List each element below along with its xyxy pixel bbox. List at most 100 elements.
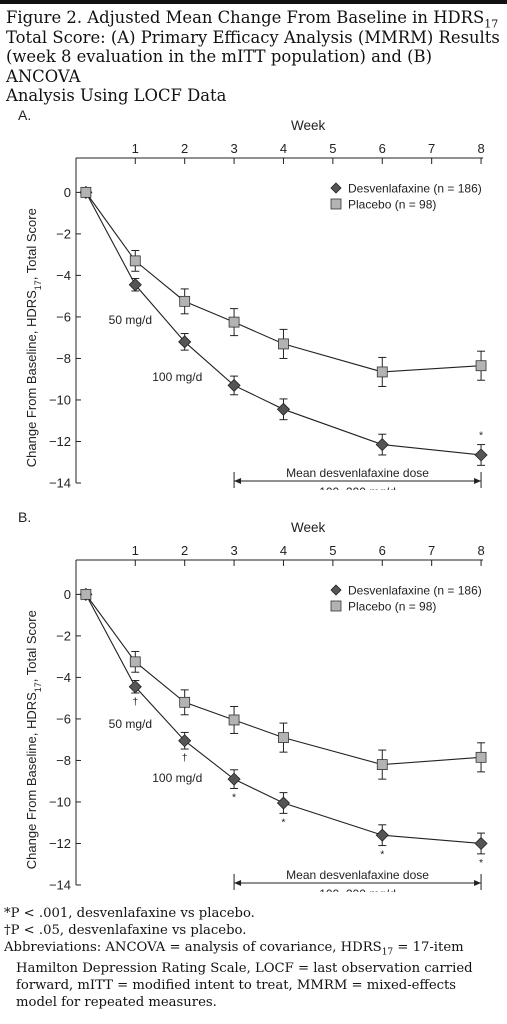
data-point-diamond [276, 796, 291, 810]
dose-annotation: 100 mg/d [152, 771, 202, 785]
data-point-diamond [128, 680, 142, 694]
x-tick-label: 2 [181, 141, 188, 156]
data-point-diamond [227, 772, 241, 786]
legend-label: Desvenlafaxine (n = 186) [348, 182, 482, 196]
y-tick-label: −10 [49, 794, 71, 809]
legend-marker-diamond [330, 182, 342, 194]
y-tick-label: −8 [56, 753, 71, 768]
dose-annotation: 100 mg/d [152, 370, 202, 384]
data-point-square [376, 759, 388, 771]
data-point-diamond [128, 278, 142, 292]
y-tick-label: −2 [56, 226, 71, 241]
bracket-label-2: 100–200 mg/d [319, 887, 396, 892]
data-point-square [129, 656, 141, 668]
significance-asterisk: * [232, 791, 236, 803]
title-line-4: Analysis Using LOCF Data [6, 86, 227, 105]
title-line-2: Total Score: (A) Primary Efficacy Analys… [6, 27, 500, 47]
bracket-label-1: Mean desvenlafaxine dose [286, 466, 429, 480]
y-tick-label: 0 [64, 185, 71, 200]
bracket-label-2: 100–200 mg/d [319, 485, 396, 490]
data-point-square [179, 696, 191, 708]
significance-asterisk: * [281, 816, 285, 828]
data-point-square [179, 295, 191, 307]
data-point-square [278, 732, 289, 744]
legend-marker-diamond [330, 584, 342, 596]
footnote-abbreviations-line-3: forward, mITT = modified intent to treat… [16, 977, 457, 993]
abbr-text-a: Abbreviations: ANCOVA = analysis of cova… [4, 939, 382, 955]
bracket-arrow-left [234, 478, 242, 484]
x-tick-label: 6 [379, 141, 386, 156]
significance-dagger: † [182, 752, 188, 764]
x-tick-label: 7 [428, 141, 435, 156]
x-tick-label: 8 [477, 141, 484, 156]
y-tick-label: −2 [56, 628, 71, 643]
title-line-3: (week 8 evaluation in the mITT populatio… [6, 47, 432, 86]
data-point-diamond [474, 836, 488, 851]
data-point-square [475, 360, 487, 372]
dose-annotation: 50 mg/d [109, 313, 152, 327]
legend-marker-square [330, 198, 342, 210]
y-axis-title: Change From Baseline, HDRS17, Total Scor… [24, 610, 43, 869]
y-tick-label: 0 [64, 587, 71, 602]
data-point-diamond [178, 335, 192, 349]
y-tick-label: −14 [49, 476, 71, 491]
top-rule [0, 0, 507, 4]
footnotes: *P < .001, desvenlafaxine vs placebo. †P… [4, 906, 504, 1011]
significance-asterisk: * [479, 430, 483, 442]
x-axis-title: Week [291, 520, 326, 535]
data-point-square [80, 588, 92, 600]
x-tick-label: 7 [428, 543, 435, 558]
y-axis-title: Change From Baseline, HDRS17, Total Scor… [24, 208, 43, 467]
title-line-1: Figure 2. Adjusted Mean Change From Base… [6, 8, 485, 27]
x-tick-label: 3 [230, 543, 237, 558]
bracket-arrow-left [234, 880, 242, 886]
legend-label: Placebo (n = 98) [348, 198, 436, 212]
data-point-square [80, 186, 92, 198]
x-tick-label: 8 [477, 543, 484, 558]
data-point-diamond [375, 828, 389, 842]
x-tick-label: 2 [181, 543, 188, 558]
data-point-diamond [178, 734, 192, 748]
data-point-diamond [474, 448, 488, 462]
footnote-abbreviations-line-1: Abbreviations: ANCOVA = analysis of cova… [4, 940, 504, 961]
legend-marker-square [330, 600, 342, 612]
footnote-significance-2: †P < .05, desvenlafaxine vs placebo. [4, 922, 247, 938]
y-tick-label: −6 [56, 711, 71, 726]
legend-label: Desvenlafaxine (n = 186) [348, 584, 482, 598]
data-point-diamond [375, 438, 389, 452]
chart-panel-b: B. Week 1 2 3 4 5 6 7 8 0 −2 −4 −6 −8 −10 −12 −14 Change F… [18, 509, 488, 892]
data-point-square [278, 338, 289, 350]
bracket-arrow-right [474, 478, 482, 484]
x-tick-label: 1 [132, 543, 139, 558]
data-point-diamond [227, 378, 241, 393]
bracket-arrow-right [474, 880, 482, 886]
y-tick-label: −8 [56, 351, 71, 366]
chart-panel-a: A. Week 1 2 3 4 5 6 7 8 0 −2 −4 −6 −8 −10 −12 −14 Change F… [18, 107, 488, 491]
panel-label: B. [18, 509, 31, 525]
abbr-subscript: 17 [381, 947, 394, 958]
y-tick-label: −4 [56, 268, 71, 283]
data-point-diamond [276, 402, 291, 416]
x-axis-title: Week [291, 118, 326, 133]
footnote-abbreviations-line-2: Hamilton Depression Rating Scale, LOCF =… [16, 961, 473, 977]
x-tick-label: 4 [280, 543, 287, 558]
title-subscript: 17 [484, 17, 499, 31]
legend-label: Placebo (n = 98) [348, 600, 436, 614]
footnote-abbreviations-line-4: model for repeated measures. [16, 994, 217, 1010]
data-point-square [228, 714, 240, 726]
y-tick-label: −12 [49, 434, 71, 449]
significance-asterisk: * [380, 849, 384, 861]
significance-asterisk: * [479, 857, 483, 869]
footnote-significance-1: *P < .001, desvenlafaxine vs placebo. [4, 906, 255, 921]
data-point-square [475, 751, 487, 763]
panel-label: A. [18, 107, 31, 123]
figure-title: Figure 2. Adjusted Mean Change From Base… [6, 8, 501, 106]
data-point-square [129, 255, 141, 267]
data-point-square [228, 316, 240, 328]
data-point-square [376, 366, 388, 378]
x-tick-label: 1 [132, 141, 139, 156]
y-tick-label: −10 [49, 392, 71, 407]
bracket-label-1: Mean desvenlafaxine dose [286, 868, 429, 882]
x-tick-label: 5 [329, 141, 336, 156]
x-tick-label: 3 [230, 141, 237, 156]
